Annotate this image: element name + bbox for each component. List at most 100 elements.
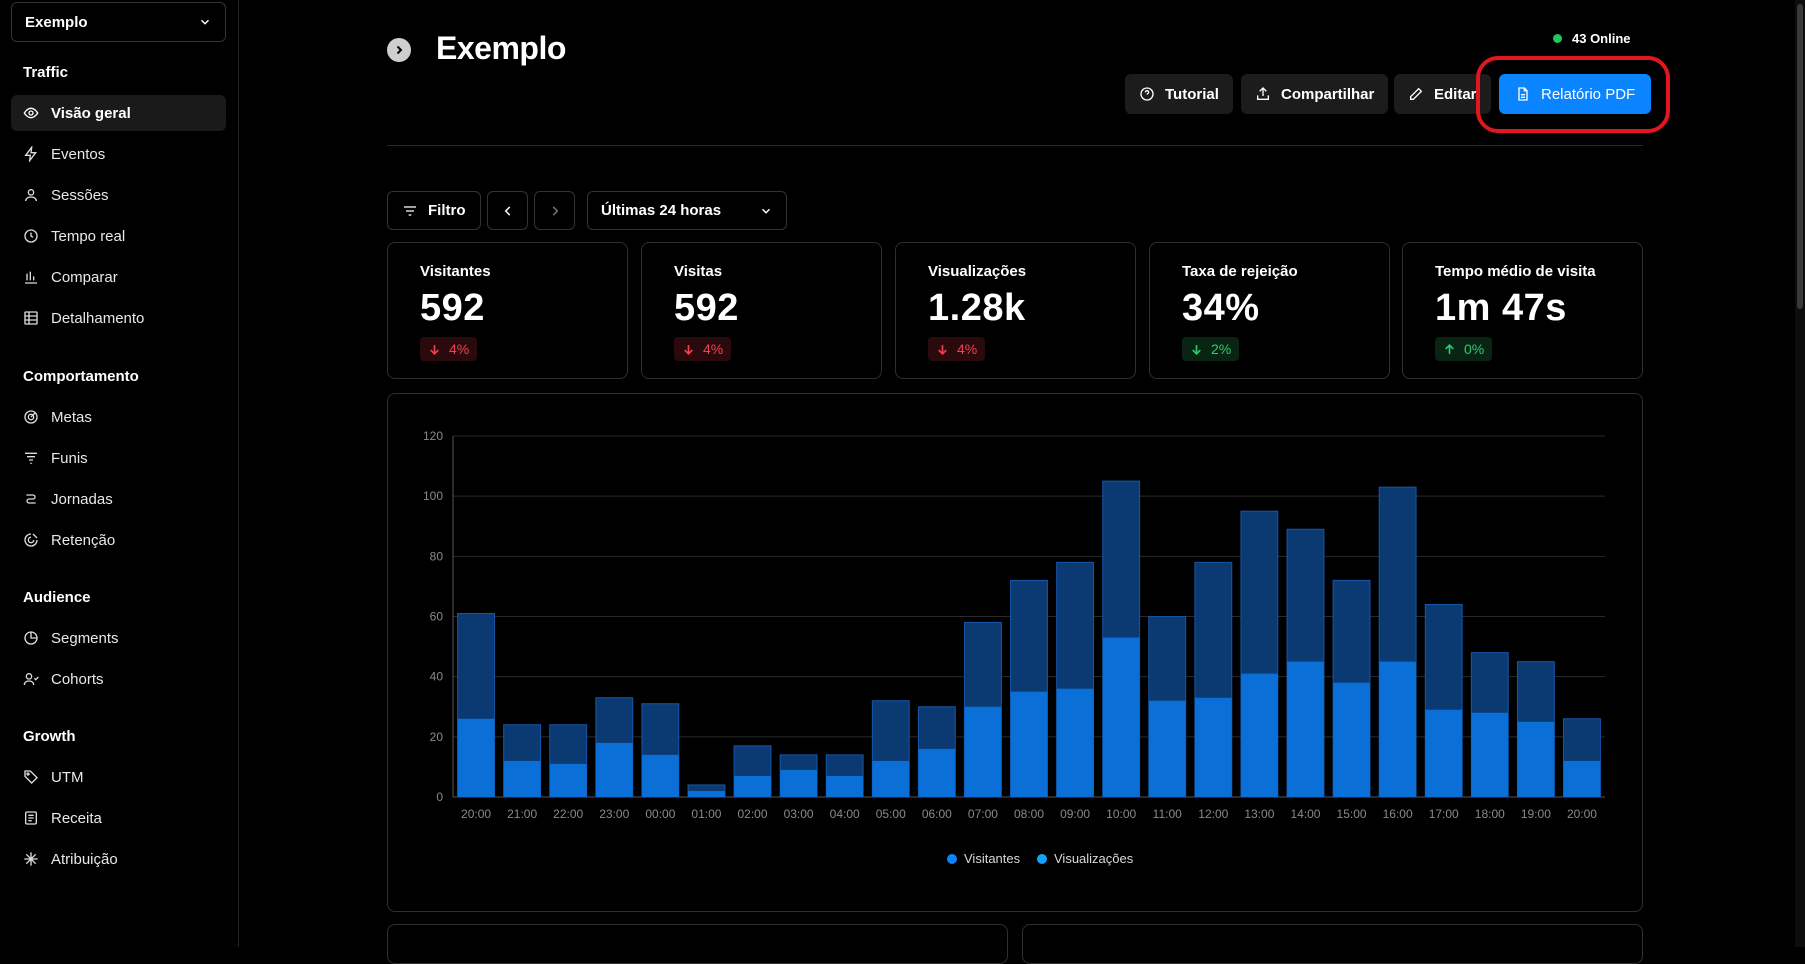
metric-card-visualizacoes[interactable]: Visualizações 1.28k 4% bbox=[895, 242, 1136, 379]
table-icon bbox=[24, 311, 38, 325]
x-tick-label: 12:00 bbox=[1198, 807, 1228, 821]
sidebar-item-eventos[interactable]: Eventos bbox=[11, 136, 226, 172]
sidebar-item-funis[interactable]: Funis bbox=[11, 440, 226, 476]
y-tick-label: 60 bbox=[430, 610, 444, 624]
pdf-button-annotation-ring bbox=[1476, 56, 1670, 133]
y-tick-label: 40 bbox=[430, 670, 444, 684]
bar-visitantes bbox=[826, 775, 864, 797]
x-tick-label: 17:00 bbox=[1429, 807, 1459, 821]
sidebar-item-cohorts[interactable]: Cohorts bbox=[11, 661, 226, 697]
chevron-left-icon bbox=[504, 205, 510, 216]
metric-change-badge: 0% bbox=[1435, 337, 1493, 361]
sidebar-item-utm[interactable]: UTM bbox=[11, 759, 226, 795]
metric-label: Visitas bbox=[674, 263, 723, 280]
sidebar-item-receita[interactable]: Receita bbox=[11, 800, 226, 836]
x-tick-label: 04:00 bbox=[830, 807, 860, 821]
metric-value: 1m 47s bbox=[1435, 287, 1567, 329]
sidebar-item-tempo-real[interactable]: Tempo real bbox=[11, 218, 226, 254]
next-period-button[interactable] bbox=[534, 191, 575, 230]
bar-visitantes bbox=[1148, 700, 1186, 797]
metric-card-taxa-de-rejeicao[interactable]: Taxa de rejeição 34% 2% bbox=[1149, 242, 1390, 379]
sidebar-item-atribuicao[interactable]: Atribuição bbox=[11, 841, 226, 877]
bar-visitantes bbox=[688, 790, 725, 797]
x-tick-label: 11:00 bbox=[1153, 807, 1182, 821]
metric-value: 592 bbox=[674, 287, 739, 329]
sidebar-item-label: Atribuição bbox=[51, 850, 118, 868]
sidebar-item-label: Eventos bbox=[51, 145, 106, 163]
sidebar-item-metas[interactable]: Metas bbox=[11, 399, 226, 435]
pdf-report-button[interactable]: Relatório PDF bbox=[1499, 74, 1652, 114]
date-range-value: Últimas 24 horas bbox=[601, 202, 722, 219]
x-tick-label: 09:00 bbox=[1060, 807, 1090, 821]
tutorial-button[interactable]: Tutorial bbox=[1125, 74, 1233, 114]
bar-visitantes bbox=[1287, 661, 1324, 797]
main-content: Exemplo 43 Online Tutorial Compartilhar … bbox=[240, 0, 1805, 964]
sidebar-item-jornadas[interactable]: Jornadas bbox=[11, 481, 226, 517]
y-tick-label: 20 bbox=[430, 730, 444, 744]
header-divider bbox=[387, 145, 1643, 146]
prev-period-button[interactable] bbox=[487, 191, 528, 230]
legend-label-visualizacoes: Visualizações bbox=[1054, 851, 1134, 866]
sidebar-item-label: Receita bbox=[51, 809, 102, 827]
sidebar-item-label: UTM bbox=[51, 768, 84, 786]
collapse-sidebar-button[interactable] bbox=[387, 38, 411, 62]
help-circle-icon bbox=[1140, 87, 1154, 101]
site-selector[interactable]: Exemplo bbox=[11, 2, 226, 42]
metric-label: Tempo médio de visita bbox=[1435, 263, 1596, 280]
share-button[interactable]: Compartilhar bbox=[1241, 74, 1389, 114]
bar-visitantes bbox=[1563, 760, 1601, 797]
sidebar-item-label: Metas bbox=[51, 408, 92, 426]
sidebar-item-comparar[interactable]: Comparar bbox=[11, 259, 226, 295]
x-tick-label: 23:00 bbox=[599, 807, 629, 821]
bar-visitantes bbox=[1517, 721, 1555, 797]
sidebar-item-label: Comparar bbox=[51, 268, 118, 286]
metric-card-tempo-medio[interactable]: Tempo médio de visita 1m 47s 0% bbox=[1402, 242, 1643, 379]
traffic-chart-card: 120 100 80 60 40 20 0 20:00 21:00 22:00 23:00 00:00… bbox=[387, 393, 1643, 912]
x-tick-label: 20:00 bbox=[461, 807, 491, 821]
x-tick-label: 06:00 bbox=[922, 807, 952, 821]
x-tick-label: 16:00 bbox=[1383, 807, 1413, 821]
bottom-card-left bbox=[387, 924, 1008, 964]
x-tick-label: 22:00 bbox=[553, 807, 583, 821]
date-range-select[interactable]: Últimas 24 horas bbox=[587, 191, 787, 230]
metric-label: Visitantes bbox=[420, 263, 491, 280]
sidebar-item-label: Retenção bbox=[51, 531, 116, 549]
route-icon bbox=[26, 494, 36, 504]
scrollbar[interactable] bbox=[1795, 0, 1805, 947]
bar-visitantes bbox=[549, 763, 587, 797]
x-tick-label: 08:00 bbox=[1014, 807, 1044, 821]
scrollbar-thumb[interactable] bbox=[1797, 4, 1803, 309]
clock-icon bbox=[24, 229, 38, 243]
metric-card-visitantes[interactable]: Visitantes 592 4% bbox=[387, 242, 628, 379]
legend-dot-visitantes bbox=[947, 854, 957, 864]
asterisk-icon bbox=[24, 852, 38, 866]
sidebar-item-visao-geral[interactable]: Visão geral bbox=[11, 95, 226, 131]
bar-visitantes bbox=[1471, 712, 1509, 797]
eye-icon bbox=[23, 107, 39, 119]
bottom-card-right bbox=[1022, 924, 1643, 964]
x-tick-label: 00:00 bbox=[645, 807, 675, 821]
sidebar-item-detalhamento[interactable]: Detalhamento bbox=[11, 300, 226, 336]
sidebar-item-segments[interactable]: Segments bbox=[11, 620, 226, 656]
online-count: 43 Online bbox=[1572, 31, 1631, 46]
edit-button[interactable]: Editar bbox=[1394, 74, 1491, 114]
sidebar-item-retencao[interactable]: Retenção bbox=[11, 522, 226, 558]
site-name: Exemplo bbox=[25, 13, 88, 31]
metric-card-visitas[interactable]: Visitas 592 4% bbox=[641, 242, 882, 379]
arrow-down-icon bbox=[684, 344, 693, 355]
bar-visitantes bbox=[1102, 637, 1140, 797]
traffic-chart: 120 100 80 60 40 20 0 20:00 21:00 22:00 23:00 00:00… bbox=[423, 429, 1605, 866]
edit-icon bbox=[1410, 87, 1423, 100]
x-tick-label: 03:00 bbox=[784, 807, 814, 821]
online-dot bbox=[1553, 34, 1562, 43]
chevron-down-icon bbox=[761, 208, 771, 214]
filter-button[interactable]: Filtro bbox=[387, 191, 481, 230]
bar-visitantes bbox=[1010, 691, 1048, 797]
legend-label-visitantes: Visitantes bbox=[964, 851, 1021, 866]
sidebar-item-sessoes[interactable]: Sessões bbox=[11, 177, 226, 213]
x-tick-label: 02:00 bbox=[738, 807, 768, 821]
users-icon bbox=[23, 673, 39, 686]
bar-visitantes bbox=[734, 775, 771, 797]
metric-change-badge: 4% bbox=[928, 337, 986, 361]
user-icon bbox=[25, 189, 37, 202]
